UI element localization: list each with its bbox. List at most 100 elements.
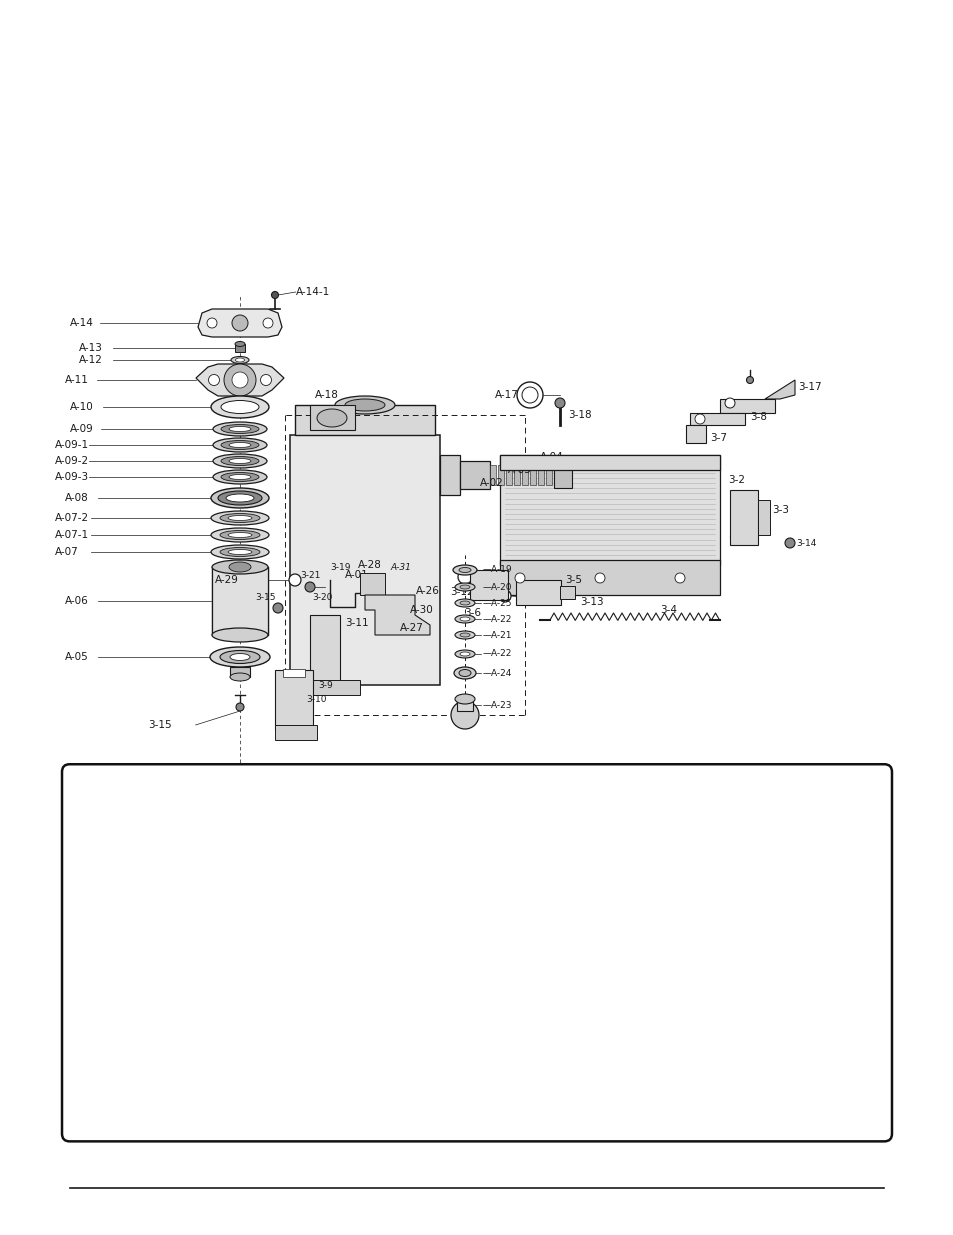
Ellipse shape xyxy=(455,583,475,592)
Polygon shape xyxy=(764,380,794,399)
Text: A-29: A-29 xyxy=(214,576,238,585)
Ellipse shape xyxy=(231,357,249,363)
Circle shape xyxy=(263,317,273,329)
Circle shape xyxy=(272,291,278,299)
Circle shape xyxy=(451,701,478,729)
Ellipse shape xyxy=(453,564,476,576)
Text: 3-11: 3-11 xyxy=(345,618,368,629)
Ellipse shape xyxy=(229,426,251,431)
Ellipse shape xyxy=(230,653,250,661)
Circle shape xyxy=(745,377,753,384)
Bar xyxy=(234,345,245,352)
Bar xyxy=(554,462,572,488)
Ellipse shape xyxy=(229,562,251,572)
Polygon shape xyxy=(365,595,430,635)
Text: A-03: A-03 xyxy=(507,466,531,475)
Ellipse shape xyxy=(229,442,251,447)
Text: —A-25: —A-25 xyxy=(482,599,512,608)
Circle shape xyxy=(595,573,604,583)
Ellipse shape xyxy=(220,547,260,557)
Text: 3-20: 3-20 xyxy=(312,593,332,601)
Text: A-13: A-13 xyxy=(79,343,103,353)
Ellipse shape xyxy=(228,532,252,537)
Circle shape xyxy=(515,573,524,583)
Text: 3-7: 3-7 xyxy=(709,433,726,443)
Text: 3-15: 3-15 xyxy=(254,593,275,601)
Ellipse shape xyxy=(213,438,267,452)
Circle shape xyxy=(555,398,564,408)
Circle shape xyxy=(224,364,255,396)
Text: —A-20: —A-20 xyxy=(482,583,512,592)
Text: A-30: A-30 xyxy=(410,605,434,615)
Bar xyxy=(456,699,473,711)
Polygon shape xyxy=(195,364,284,396)
Bar xyxy=(294,405,435,435)
Text: —A-24: —A-24 xyxy=(482,668,512,678)
Ellipse shape xyxy=(235,358,244,362)
Ellipse shape xyxy=(221,441,258,450)
Ellipse shape xyxy=(455,650,475,658)
Text: 3-5: 3-5 xyxy=(564,576,581,585)
Text: A-01: A-01 xyxy=(345,571,369,580)
Text: A-07-2: A-07-2 xyxy=(55,513,90,522)
Bar xyxy=(459,461,490,489)
Bar xyxy=(720,399,774,412)
Text: A-09-2: A-09-2 xyxy=(55,456,90,466)
Text: A-28: A-28 xyxy=(357,559,381,571)
Bar xyxy=(290,435,439,685)
Text: A-17: A-17 xyxy=(495,390,518,400)
Ellipse shape xyxy=(459,618,470,621)
Bar xyxy=(230,667,250,677)
Circle shape xyxy=(521,387,537,403)
Text: A-11: A-11 xyxy=(65,375,89,385)
Bar xyxy=(685,425,705,443)
Circle shape xyxy=(273,603,283,613)
Text: A-31: A-31 xyxy=(390,562,411,572)
Bar xyxy=(310,680,359,695)
Ellipse shape xyxy=(220,514,260,522)
Ellipse shape xyxy=(221,457,258,466)
Text: 3-15: 3-15 xyxy=(148,720,172,730)
Text: —A-22: —A-22 xyxy=(482,615,512,624)
Text: 3-17: 3-17 xyxy=(797,382,821,391)
Ellipse shape xyxy=(210,647,270,667)
Circle shape xyxy=(235,703,244,711)
Bar xyxy=(359,573,385,595)
Ellipse shape xyxy=(458,568,471,573)
Circle shape xyxy=(675,573,684,583)
Bar xyxy=(729,490,758,545)
Ellipse shape xyxy=(212,559,268,574)
Text: 3-19: 3-19 xyxy=(330,562,350,572)
Ellipse shape xyxy=(229,458,251,463)
Text: A-14: A-14 xyxy=(70,317,93,329)
Bar xyxy=(689,412,744,425)
Text: 3-13: 3-13 xyxy=(579,597,603,606)
Bar xyxy=(559,585,575,599)
Ellipse shape xyxy=(458,669,471,677)
Ellipse shape xyxy=(226,494,253,501)
Bar xyxy=(499,454,720,471)
Ellipse shape xyxy=(230,673,250,680)
Text: 3-6: 3-6 xyxy=(463,608,480,618)
Ellipse shape xyxy=(228,550,252,555)
Ellipse shape xyxy=(459,585,470,589)
Text: A-09-3: A-09-3 xyxy=(55,472,90,482)
Ellipse shape xyxy=(229,474,251,479)
Ellipse shape xyxy=(211,488,269,508)
Circle shape xyxy=(724,398,734,408)
Bar xyxy=(310,615,339,685)
Text: A-08: A-08 xyxy=(65,493,89,503)
Text: A-18: A-18 xyxy=(314,390,338,400)
Bar xyxy=(470,571,507,600)
Text: 3-3: 3-3 xyxy=(771,505,788,515)
Bar xyxy=(212,567,268,635)
Text: 3-12: 3-12 xyxy=(450,587,473,597)
Bar xyxy=(490,466,496,485)
Ellipse shape xyxy=(459,601,470,605)
Ellipse shape xyxy=(221,425,258,433)
Ellipse shape xyxy=(459,634,470,637)
Ellipse shape xyxy=(345,399,385,411)
Ellipse shape xyxy=(454,667,476,679)
Text: —A-19: —A-19 xyxy=(482,566,512,574)
Text: A-05: A-05 xyxy=(65,652,89,662)
